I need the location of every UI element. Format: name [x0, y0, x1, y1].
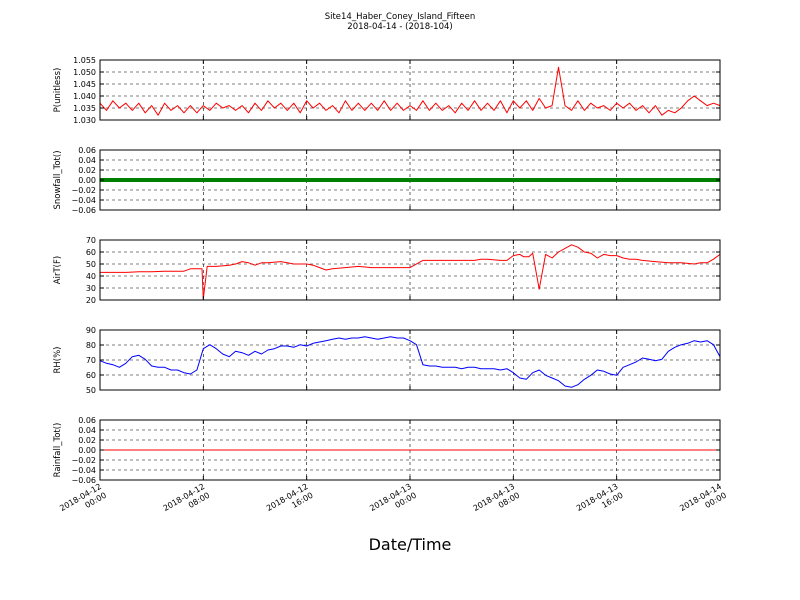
x-tick-label: 2018-04-1200:00: [58, 482, 108, 522]
y-tick-label: 1.035: [73, 104, 96, 113]
y-tick-label: −0.02: [71, 186, 96, 195]
y-tick-label: 0.04: [78, 426, 96, 435]
y-tick-label: 70: [86, 356, 96, 365]
y-tick-label: −0.06: [71, 476, 96, 485]
figure-title: Site14_Haber_Coney_Island_Fifteen: [325, 12, 476, 22]
x-axis-label: Date/Time: [369, 535, 452, 554]
y-tick-label: 20: [86, 296, 96, 305]
y-axis-label: P(unitless): [53, 68, 63, 113]
y-tick-label: 0.02: [78, 166, 96, 175]
y-tick-label: 1.045: [73, 80, 96, 89]
y-tick-label: 0.02: [78, 436, 96, 445]
y-axis-label: Rainfall_Tot(): [53, 423, 63, 478]
panel-4: 50 60 70 80 90 RH(%): [53, 326, 721, 395]
y-tick-label: −0.04: [71, 196, 96, 205]
y-tick-label: 0.04: [78, 156, 96, 165]
y-tick-label: 30: [86, 284, 96, 293]
y-tick-label: 90: [86, 326, 96, 335]
panel-5: −0.06−0.04−0.020.000.020.040.06 Rainfall_…: [53, 416, 721, 485]
panels: 1.030 1.035 1.040 1.045 1.050 1.055 P(unitless…: [53, 56, 721, 485]
y-tick-label: 0.00: [78, 176, 96, 185]
y-tick-label: 0.06: [78, 416, 96, 425]
y-tick-label: 0.00: [78, 446, 96, 455]
panel-3: 20 30 40 50 60 70 AirT(F): [53, 236, 721, 305]
y-tick-label: 1.030: [73, 116, 96, 125]
y-tick-label: −0.02: [71, 456, 96, 465]
y-tick-label: 60: [86, 371, 96, 380]
y-tick-label: 70: [86, 236, 96, 245]
y-tick-label: 40: [86, 272, 96, 281]
y-tick-label: 1.050: [73, 68, 96, 77]
x-tick-labels: 2018-04-1200:00 2018-04-1208:00 2018-04-12…: [58, 482, 728, 522]
x-tick-label: 2018-04-1308:00: [472, 482, 522, 522]
y-tick-label: 80: [86, 341, 96, 350]
y-tick-label: −0.04: [71, 466, 96, 475]
x-tick-label: 2018-04-1216:00: [265, 482, 315, 522]
y-axis-label: Snowfall_Tot(): [53, 150, 63, 209]
x-tick-label: 2018-04-1300:00: [368, 482, 418, 522]
x-tick-label: 2018-04-1208:00: [162, 482, 212, 522]
figure-subtitle: 2018-04-14 - (2018-104): [347, 22, 452, 32]
y-tick-label: 0.06: [78, 146, 96, 155]
y-tick-label: −0.06: [71, 206, 96, 215]
y-tick-label: 60: [86, 248, 96, 257]
x-tick-label: 2018-04-1400:00: [678, 482, 728, 522]
y-axis-label: AirT(F): [53, 256, 63, 284]
y-tick-label: 50: [86, 260, 96, 269]
x-tick-label: 2018-04-1316:00: [575, 482, 625, 522]
y-tick-label: 1.055: [73, 56, 96, 65]
y-tick-label: 50: [86, 386, 96, 395]
series-line: [100, 244, 721, 300]
series-line: [99, 336, 721, 388]
panel-1: 1.030 1.035 1.040 1.045 1.050 1.055 P(unitless…: [53, 56, 721, 125]
series-line: [99, 66, 721, 116]
panel-2: −0.06−0.04−0.020.000.020.040.06 Snowfall_…: [53, 146, 721, 215]
y-axis-label: RH(%): [53, 346, 63, 373]
y-tick-label: 1.040: [73, 92, 96, 101]
